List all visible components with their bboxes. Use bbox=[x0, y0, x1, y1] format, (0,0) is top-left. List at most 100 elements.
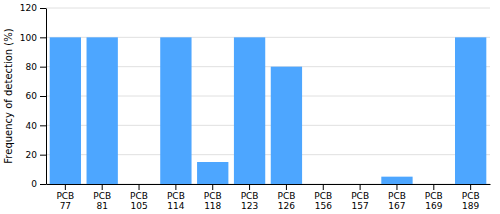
x-tick-label: PCB105 bbox=[130, 191, 148, 211]
y-tick-mark bbox=[40, 67, 46, 68]
y-axis-title: Frequency of detection (%) bbox=[3, 28, 14, 163]
y-tick-label: 20 bbox=[26, 150, 38, 160]
y-tick-mark bbox=[40, 8, 46, 9]
x-tick: PCB157 bbox=[351, 184, 369, 211]
y-tick: 0 bbox=[31, 179, 46, 189]
x-tick-mark bbox=[323, 184, 324, 190]
x-tick-label: PCB167 bbox=[388, 191, 406, 211]
x-tick-label-line: PCB bbox=[130, 191, 148, 201]
y-tick-mark bbox=[40, 125, 46, 126]
x-axis: PCB77PCB81PCB105PCB114PCB118PCB123PCB126… bbox=[47, 184, 491, 211]
x-tick-label-line: 156 bbox=[315, 201, 332, 211]
x-tick-label-line: PCB bbox=[314, 191, 332, 201]
y-tick-mark bbox=[40, 155, 46, 156]
y-tick-mark bbox=[40, 37, 46, 38]
x-tick-mark bbox=[396, 184, 397, 190]
x-tick-mark bbox=[102, 184, 103, 190]
y-axis: 0 20 40 60 80 100 120 bbox=[20, 3, 47, 189]
y-tick-label: 40 bbox=[26, 121, 38, 131]
x-tick-mark bbox=[286, 184, 287, 190]
grid-line bbox=[46, 8, 490, 9]
x-tick-label: PCB81 bbox=[93, 191, 111, 211]
y-tick-mark bbox=[40, 96, 46, 97]
x-tick: PCB77 bbox=[56, 184, 74, 211]
bar bbox=[308, 184, 339, 185]
x-tick-mark bbox=[470, 184, 471, 190]
x-tick: PCB114 bbox=[167, 184, 185, 211]
x-tick-label: PCB118 bbox=[204, 191, 222, 211]
x-tick-label: PCB156 bbox=[314, 191, 332, 211]
y-tick: 80 bbox=[26, 62, 46, 72]
x-tick: PCB118 bbox=[204, 184, 222, 211]
x-tick-mark bbox=[360, 184, 361, 190]
x-tick-label-line: 77 bbox=[60, 201, 71, 211]
bars bbox=[50, 37, 487, 184]
bar bbox=[50, 37, 81, 184]
x-tick: PCB167 bbox=[388, 184, 406, 211]
y-tick: 120 bbox=[20, 3, 46, 13]
bar bbox=[344, 184, 375, 185]
x-tick-label: PCB114 bbox=[167, 191, 185, 211]
x-tick: PCB156 bbox=[314, 184, 332, 211]
x-tick: PCB189 bbox=[462, 184, 480, 211]
y-tick: 20 bbox=[26, 150, 46, 160]
x-tick-label-line: PCB bbox=[462, 191, 480, 201]
plot: PCB77PCB81PCB105PCB114PCB118PCB123PCB126… bbox=[20, 3, 491, 211]
y-tick: 100 bbox=[20, 33, 46, 43]
x-tick-label-line: PCB bbox=[277, 191, 295, 201]
y-axis-line bbox=[46, 9, 47, 185]
x-tick-mark bbox=[249, 184, 250, 190]
x-tick-label-line: 126 bbox=[278, 201, 295, 211]
y-tick-label: 0 bbox=[31, 179, 37, 189]
bar bbox=[197, 162, 228, 184]
x-tick-mark bbox=[212, 184, 213, 190]
bar bbox=[234, 37, 265, 184]
x-tick: PCB126 bbox=[277, 184, 295, 211]
x-tick-label: PCB126 bbox=[277, 191, 295, 211]
y-tick-label: 100 bbox=[20, 33, 37, 43]
x-tick: PCB123 bbox=[241, 184, 259, 211]
x-tick-label-line: 114 bbox=[167, 201, 184, 211]
x-tick-label: PCB157 bbox=[351, 191, 369, 211]
x-tick-mark bbox=[175, 184, 176, 190]
bar bbox=[418, 184, 449, 185]
y-tick-mark bbox=[40, 184, 46, 185]
x-tick: PCB105 bbox=[130, 184, 148, 211]
x-tick-label-line: PCB bbox=[204, 191, 222, 201]
x-tick: PCB81 bbox=[93, 184, 111, 211]
y-tick-label: 120 bbox=[20, 3, 37, 13]
grid bbox=[46, 8, 490, 184]
x-tick-mark bbox=[65, 184, 66, 190]
y-tick: 60 bbox=[26, 91, 46, 101]
x-tick-label-line: PCB bbox=[388, 191, 406, 201]
x-tick-label-line: 118 bbox=[204, 201, 221, 211]
x-tick-label: PCB123 bbox=[241, 191, 259, 211]
x-tick-label: PCB169 bbox=[425, 191, 443, 211]
bar bbox=[160, 37, 191, 184]
x-tick-label-line: PCB bbox=[167, 191, 185, 201]
x-tick-label: PCB77 bbox=[56, 191, 74, 211]
x-tick: PCB169 bbox=[425, 184, 443, 211]
y-tick: 40 bbox=[26, 121, 46, 131]
x-tick-label: PCB189 bbox=[462, 191, 480, 211]
x-tick-label-line: 167 bbox=[388, 201, 405, 211]
x-tick-label-line: 189 bbox=[462, 201, 479, 211]
x-axis-line bbox=[47, 184, 491, 185]
x-tick-label-line: PCB bbox=[241, 191, 259, 201]
bar bbox=[455, 37, 486, 184]
y-tick-label: 60 bbox=[26, 91, 38, 101]
bar bbox=[87, 37, 118, 184]
bar bbox=[123, 184, 154, 185]
x-tick-mark bbox=[433, 184, 434, 190]
x-tick-label-line: PCB bbox=[351, 191, 369, 201]
bar bbox=[381, 177, 412, 184]
y-tick-label: 80 bbox=[26, 62, 38, 72]
x-tick-mark bbox=[139, 184, 140, 190]
chart: PCB77PCB81PCB105PCB114PCB118PCB123PCB126… bbox=[0, 0, 500, 214]
x-tick-label-line: PCB bbox=[56, 191, 74, 201]
bar bbox=[271, 67, 302, 184]
x-tick-label-line: 169 bbox=[425, 201, 442, 211]
x-tick-label-line: 123 bbox=[241, 201, 258, 211]
x-tick-label-line: 81 bbox=[96, 201, 107, 211]
x-tick-label-line: 157 bbox=[352, 201, 369, 211]
